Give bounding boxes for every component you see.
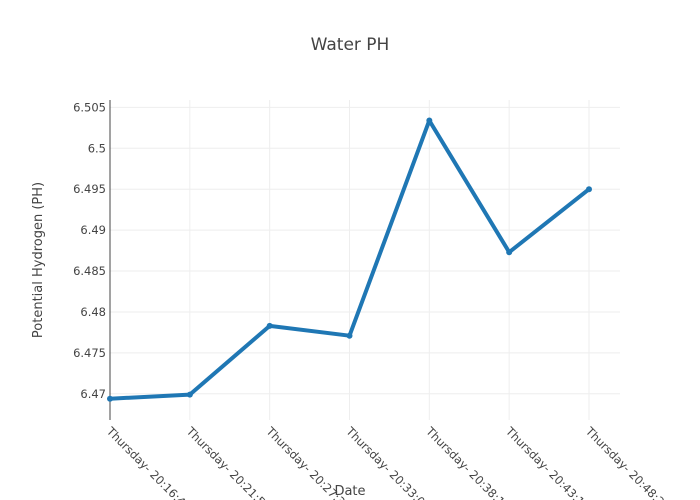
data-point <box>426 117 433 124</box>
x-tick-label: Thursday- 20:16:44 <box>103 424 193 500</box>
y-tick-label: 6.505 <box>73 100 106 114</box>
y-tick-label: 6.475 <box>73 346 106 360</box>
y-tick-label: 6.485 <box>73 264 106 278</box>
data-point <box>346 332 353 339</box>
x-axis-title: Date <box>334 484 365 499</box>
y-tick-label: 6.495 <box>73 182 106 196</box>
y-axis-title: Potential Hydrogen (PH) <box>31 182 46 338</box>
y-tick-label: 6.49 <box>80 223 106 237</box>
data-point <box>506 249 513 256</box>
x-tick-label: Thursday- 20:21:59 <box>183 424 273 500</box>
series-points <box>107 117 592 402</box>
chart-title: Water PH <box>311 35 390 55</box>
data-point <box>107 395 113 402</box>
x-tick-label: Thursday- 20:38:15 <box>423 424 513 500</box>
data-point <box>586 186 592 193</box>
y-tick-label: 6.47 <box>80 387 106 401</box>
gridlines <box>109 100 620 420</box>
data-point <box>186 391 193 398</box>
y-axis-ticks: 6.47 6.475 6.48 6.485 6.49 6.495 6.5 6.505 <box>73 100 106 400</box>
y-tick-label: 6.48 <box>80 305 106 319</box>
x-tick-label: Thursday- 20:43:17 <box>502 424 592 500</box>
data-point <box>266 322 273 329</box>
y-tick-label: 6.5 <box>88 141 106 155</box>
x-tick-label: Thursday- 20:48:20 <box>582 424 672 500</box>
